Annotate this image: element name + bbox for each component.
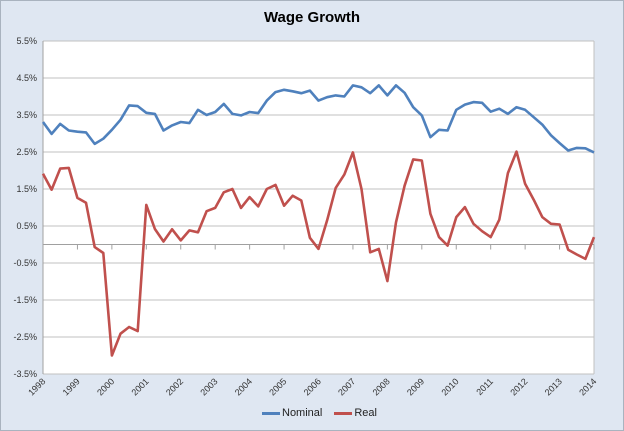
- chart-title: Wage Growth: [263, 9, 361, 26]
- legend-swatch-real: [334, 411, 353, 415]
- x-tick-label: 1999: [61, 376, 82, 397]
- series-line-nominal: [41, 84, 595, 154]
- x-tick-label: 2003: [198, 376, 219, 397]
- x-tick-label: 2010: [439, 376, 460, 397]
- x-tick-label: 1998: [26, 376, 47, 397]
- x-tick-label: 2002: [164, 376, 185, 397]
- x-tick-label: 2012: [508, 376, 529, 397]
- y-tick-label: -3.5%: [13, 369, 37, 379]
- x-tick-label: 2011: [474, 376, 495, 397]
- y-tick-label: 5.5%: [16, 36, 37, 46]
- x-tick-label: 2001: [129, 376, 150, 397]
- legend-label-real: Real: [354, 407, 377, 419]
- legend-label-nominal: Nominal: [282, 407, 323, 419]
- legend-item-real: Real: [334, 407, 377, 419]
- x-tick-label: 2009: [405, 376, 426, 397]
- x-tick-label: 2008: [371, 376, 392, 397]
- y-tick-label: 3.5%: [16, 110, 37, 120]
- x-tick-label: 2000: [95, 376, 116, 397]
- y-tick-label: 2.5%: [16, 147, 37, 157]
- legend-item-nominal: Nominal: [262, 407, 322, 419]
- y-tick-label: -0.5%: [13, 258, 37, 268]
- x-tick-label: 2014: [577, 376, 598, 397]
- y-tick-label: -2.5%: [13, 332, 37, 342]
- y-tick-label: -1.5%: [13, 295, 37, 305]
- y-tick-label: 1.5%: [16, 184, 37, 194]
- x-tick-label: 2013: [543, 376, 564, 397]
- plot-area: [43, 41, 594, 374]
- y-tick-label: 4.5%: [16, 73, 37, 83]
- x-tick-label: 2007: [336, 376, 357, 397]
- x-tick-label: 2005: [267, 376, 288, 397]
- legend: Nominal Real: [262, 407, 377, 419]
- legend-swatch-nominal: [262, 411, 280, 415]
- y-tick-label: 0.5%: [16, 221, 37, 231]
- x-tick-label: 2006: [302, 376, 323, 397]
- series-line-real: [41, 150, 596, 357]
- x-tick-label: 2004: [233, 376, 254, 397]
